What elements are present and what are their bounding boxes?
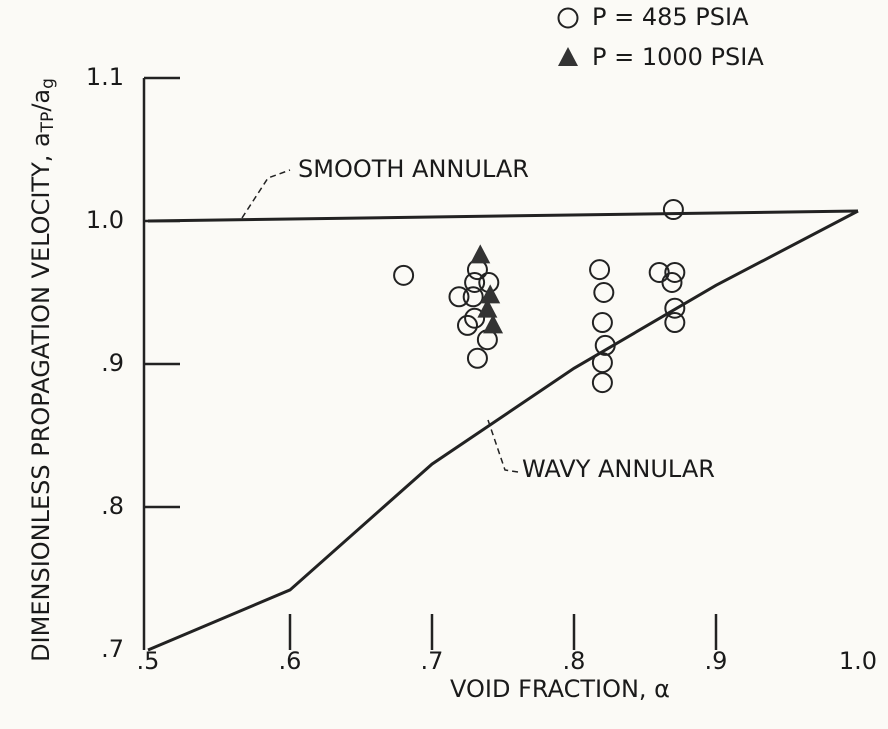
- point: [448, 286, 470, 308]
- curve: [147, 209, 859, 652]
- point: [483, 314, 504, 334]
- x-tick-label: .7: [421, 647, 444, 675]
- point: [664, 312, 686, 334]
- legend-label: P = 485 PSIA: [592, 3, 749, 31]
- legend-marker: [558, 47, 578, 66]
- point: [664, 297, 686, 319]
- y-tick-label: .7: [101, 635, 124, 663]
- point: [662, 199, 684, 221]
- point: [464, 307, 486, 329]
- y-label-text: /a: [27, 89, 55, 112]
- point: [464, 271, 486, 293]
- x-tick-label: .9: [705, 647, 728, 675]
- point: [591, 312, 613, 334]
- legend-marker: [557, 7, 579, 29]
- point: [593, 282, 615, 303]
- point: [594, 334, 616, 356]
- y-label-sub: g: [38, 78, 58, 89]
- x-tick-label: .8: [563, 647, 586, 675]
- leader: [487, 419, 519, 473]
- x-tick-label: .5: [137, 647, 160, 675]
- point: [661, 271, 683, 293]
- point: [480, 284, 501, 304]
- y-label-sub: TP: [38, 112, 58, 134]
- point: [470, 244, 491, 264]
- y-tick-label: 1.0: [86, 206, 124, 234]
- curve: [147, 209, 859, 223]
- point: [393, 264, 415, 286]
- y-label-text: DIMENSIONLESS PROPAGATION VELOCITY, a: [27, 132, 55, 662]
- legend-label: P = 1000 PSIA: [592, 43, 764, 71]
- point: [466, 347, 488, 369]
- point: [591, 372, 613, 394]
- point: [589, 259, 611, 281]
- y-tick-label: .8: [101, 492, 124, 520]
- annotation: SMOOTH ANNULAR: [298, 155, 529, 183]
- point: [477, 298, 498, 318]
- annotation: WAVY ANNULAR: [522, 455, 715, 483]
- x-tick-label: .6: [279, 647, 302, 675]
- point: [591, 352, 613, 374]
- y-tick-label: .9: [101, 349, 124, 377]
- y-axis-label: DIMENSIONLESS PROPAGATION VELOCITY, aTP/…: [27, 78, 58, 662]
- point: [664, 261, 686, 283]
- x-axis-label: VOID FRACTION, α: [450, 675, 670, 703]
- point: [648, 261, 670, 283]
- x-tick-label: 1.0: [839, 647, 877, 675]
- point: [457, 314, 478, 336]
- y-tick-label: 1.1: [86, 63, 124, 91]
- leader: [241, 169, 291, 219]
- point: [462, 286, 484, 308]
